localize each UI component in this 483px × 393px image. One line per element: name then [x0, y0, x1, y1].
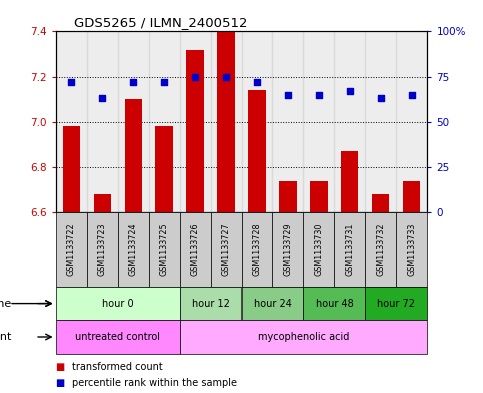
Bar [366, 212, 397, 287]
Text: hour 24: hour 24 [254, 299, 291, 309]
Text: ■: ■ [56, 362, 65, 373]
Bar [280, 181, 297, 212]
Text: GSM1133725: GSM1133725 [159, 223, 169, 276]
Text: percentile rank within the sample: percentile rank within the sample [72, 378, 238, 388]
Bar [334, 212, 366, 287]
Text: GSM1133723: GSM1133723 [98, 223, 107, 276]
Bar [211, 31, 242, 212]
Bar [117, 212, 149, 287]
Text: GDS5265 / ILMN_2400512: GDS5265 / ILMN_2400512 [74, 16, 248, 29]
Bar [149, 212, 180, 287]
Bar [303, 31, 334, 212]
Bar [366, 287, 427, 320]
Bar [303, 212, 334, 287]
Bar [242, 287, 303, 320]
Text: ■: ■ [56, 378, 65, 388]
Bar [242, 31, 272, 212]
Bar [86, 31, 117, 212]
Point [191, 73, 199, 80]
Bar [117, 31, 149, 212]
Bar [62, 127, 80, 212]
Bar [242, 212, 272, 287]
Bar [217, 31, 235, 212]
Bar [366, 31, 397, 212]
Bar [186, 50, 203, 212]
Point [408, 92, 416, 98]
Text: GSM1133731: GSM1133731 [345, 223, 355, 276]
Bar [180, 320, 427, 354]
Bar [372, 194, 389, 212]
Bar [156, 127, 172, 212]
Text: hour 0: hour 0 [102, 299, 133, 309]
Point [284, 92, 292, 98]
Text: GSM1133728: GSM1133728 [253, 223, 261, 276]
Bar [397, 31, 427, 212]
Point [315, 92, 323, 98]
Point [67, 79, 75, 85]
Text: hour 72: hour 72 [377, 299, 415, 309]
Text: agent: agent [0, 332, 12, 342]
Bar [272, 31, 303, 212]
Bar [180, 287, 242, 320]
Text: hour 12: hour 12 [192, 299, 229, 309]
Bar [211, 212, 242, 287]
Bar [149, 31, 180, 212]
Bar [403, 181, 421, 212]
Point [160, 79, 168, 85]
Bar [180, 212, 211, 287]
Text: GSM1133724: GSM1133724 [128, 223, 138, 276]
Point [253, 79, 261, 85]
Text: GSM1133730: GSM1133730 [314, 223, 324, 276]
Bar [56, 31, 86, 212]
Bar [180, 31, 211, 212]
Point [222, 73, 230, 80]
Bar [56, 212, 86, 287]
Text: GSM1133726: GSM1133726 [190, 223, 199, 276]
Bar [86, 212, 117, 287]
Text: hour 48: hour 48 [315, 299, 354, 309]
Point [346, 88, 354, 94]
Bar [334, 31, 366, 212]
Text: GSM1133727: GSM1133727 [222, 223, 230, 276]
Text: GSM1133729: GSM1133729 [284, 223, 293, 276]
Bar [341, 151, 358, 212]
Text: untreated control: untreated control [75, 332, 160, 342]
Bar [397, 212, 427, 287]
Text: transformed count: transformed count [72, 362, 163, 373]
Bar [125, 99, 142, 212]
Bar [56, 287, 180, 320]
Point [377, 95, 385, 101]
Text: GSM1133732: GSM1133732 [376, 223, 385, 276]
Bar [248, 90, 266, 212]
Text: GSM1133733: GSM1133733 [408, 223, 416, 276]
Bar [311, 181, 327, 212]
Bar [272, 212, 303, 287]
Bar [303, 287, 366, 320]
Point [129, 79, 137, 85]
Text: mycophenolic acid: mycophenolic acid [258, 332, 349, 342]
Text: time: time [0, 299, 12, 309]
Text: GSM1133722: GSM1133722 [67, 223, 75, 276]
Bar [56, 320, 180, 354]
Bar [94, 194, 111, 212]
Point [98, 95, 106, 101]
